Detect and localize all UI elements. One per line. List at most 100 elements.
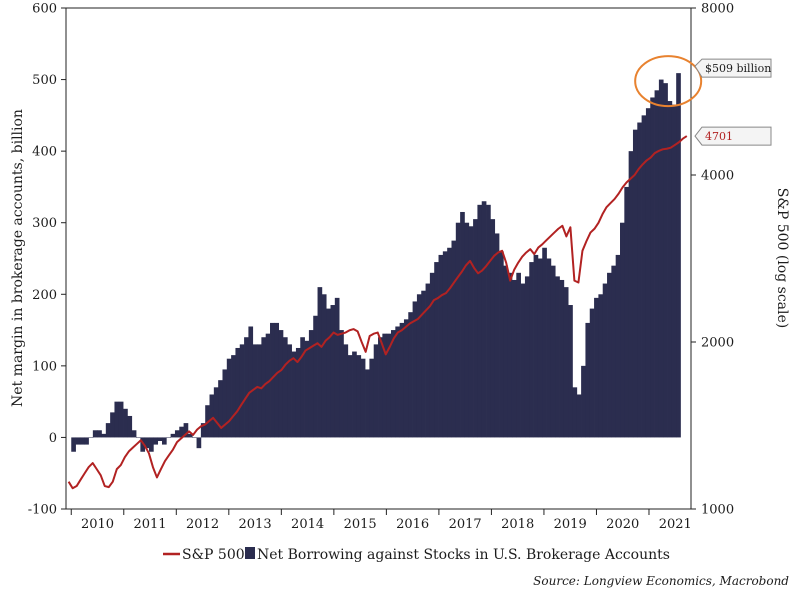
bar — [222, 369, 228, 438]
bar — [196, 437, 202, 449]
bar — [645, 108, 651, 438]
bar — [157, 437, 163, 442]
x-axis-tick-label: 2015 — [344, 517, 377, 532]
left-axis-tick-label: -100 — [28, 503, 57, 518]
bar — [568, 305, 573, 438]
bar — [632, 129, 638, 438]
bar — [75, 437, 81, 445]
bar — [658, 79, 664, 438]
bar — [511, 279, 517, 438]
bar — [200, 423, 206, 438]
plot-frame — [65, 7, 692, 510]
bar — [412, 301, 418, 438]
bar — [421, 290, 426, 438]
bar — [598, 294, 604, 438]
bar — [373, 344, 379, 438]
bar — [248, 326, 254, 438]
bar — [118, 401, 124, 438]
bar — [226, 358, 232, 438]
bar — [360, 358, 366, 438]
bar — [274, 322, 280, 438]
bar — [533, 254, 539, 438]
bar — [615, 254, 621, 438]
line-series — [67, 135, 688, 490]
bar-callout-label: $509 billion — [705, 62, 771, 75]
bar — [468, 226, 474, 438]
source-note: Source: Longview Economics, Macrobond — [533, 574, 789, 588]
right-axis-tick-label: 8000 — [701, 2, 734, 17]
bar — [620, 222, 625, 438]
bar — [92, 430, 98, 438]
bar — [187, 433, 193, 438]
legend: S&P 500 Net Borrowing against Stocks in … — [163, 547, 670, 563]
legend-label-sp500: S&P 500 — [182, 547, 245, 563]
x-axis-tick-label: 2012 — [186, 517, 219, 532]
bar — [244, 337, 249, 438]
bar — [641, 115, 647, 438]
bar — [304, 340, 310, 438]
bar — [438, 254, 444, 438]
bar — [576, 394, 582, 438]
right-axis-tick-label: 1000 — [701, 503, 734, 518]
bar — [192, 437, 197, 438]
bar — [166, 437, 171, 438]
bar — [321, 294, 327, 438]
bar — [300, 337, 305, 438]
right-axis-tick-label: 2000 — [701, 336, 734, 351]
bar — [270, 322, 275, 438]
bar — [174, 430, 180, 438]
bar — [88, 437, 94, 438]
bar — [403, 319, 409, 438]
bar — [123, 408, 128, 438]
bar — [317, 287, 323, 438]
bar — [425, 283, 431, 438]
bar — [637, 122, 642, 438]
bar — [356, 355, 362, 438]
right-axis-tick-label: 4000 — [701, 169, 734, 184]
bar — [507, 272, 513, 438]
line-callout-box — [694, 126, 772, 146]
bar — [386, 333, 392, 438]
x-axis-tick-label: 2014 — [291, 517, 324, 532]
bar — [101, 433, 107, 438]
bar — [546, 258, 552, 438]
bar — [663, 83, 668, 438]
bar — [183, 423, 189, 438]
bar — [239, 344, 245, 438]
bar — [416, 294, 422, 438]
left-axis: 600 500 400 300 200 100 0 -100 — [28, 2, 66, 518]
highlight-circle — [634, 55, 703, 108]
left-axis-tick-label: 300 — [32, 216, 57, 231]
legend-bar-swatch — [245, 547, 255, 559]
bar — [257, 344, 262, 438]
bar — [136, 437, 141, 438]
bar — [585, 322, 591, 438]
bar — [278, 330, 284, 438]
bar — [378, 337, 383, 438]
bar — [213, 387, 219, 438]
bar — [326, 308, 331, 438]
annotations: $509 billion 4701 — [634, 55, 772, 146]
bar — [494, 233, 500, 438]
left-axis-tick-label: 200 — [32, 288, 57, 303]
bar — [369, 358, 375, 438]
bar — [550, 265, 556, 438]
bar — [265, 333, 271, 438]
x-axis-tick-label: 2021 — [659, 517, 692, 532]
x-axis-tick-label: 2017 — [449, 517, 482, 532]
bar — [97, 430, 102, 438]
bar — [481, 201, 487, 438]
bar — [434, 262, 439, 438]
bar — [624, 186, 629, 438]
bar — [144, 437, 150, 449]
bar — [308, 330, 314, 438]
bar — [382, 333, 388, 438]
bar — [295, 347, 301, 438]
x-axis-tick-label: 2018 — [501, 517, 534, 532]
bar — [559, 279, 565, 438]
bar — [84, 437, 89, 445]
x-axis-tick-label: 2019 — [554, 517, 587, 532]
bar — [602, 283, 608, 438]
bar — [399, 322, 405, 438]
